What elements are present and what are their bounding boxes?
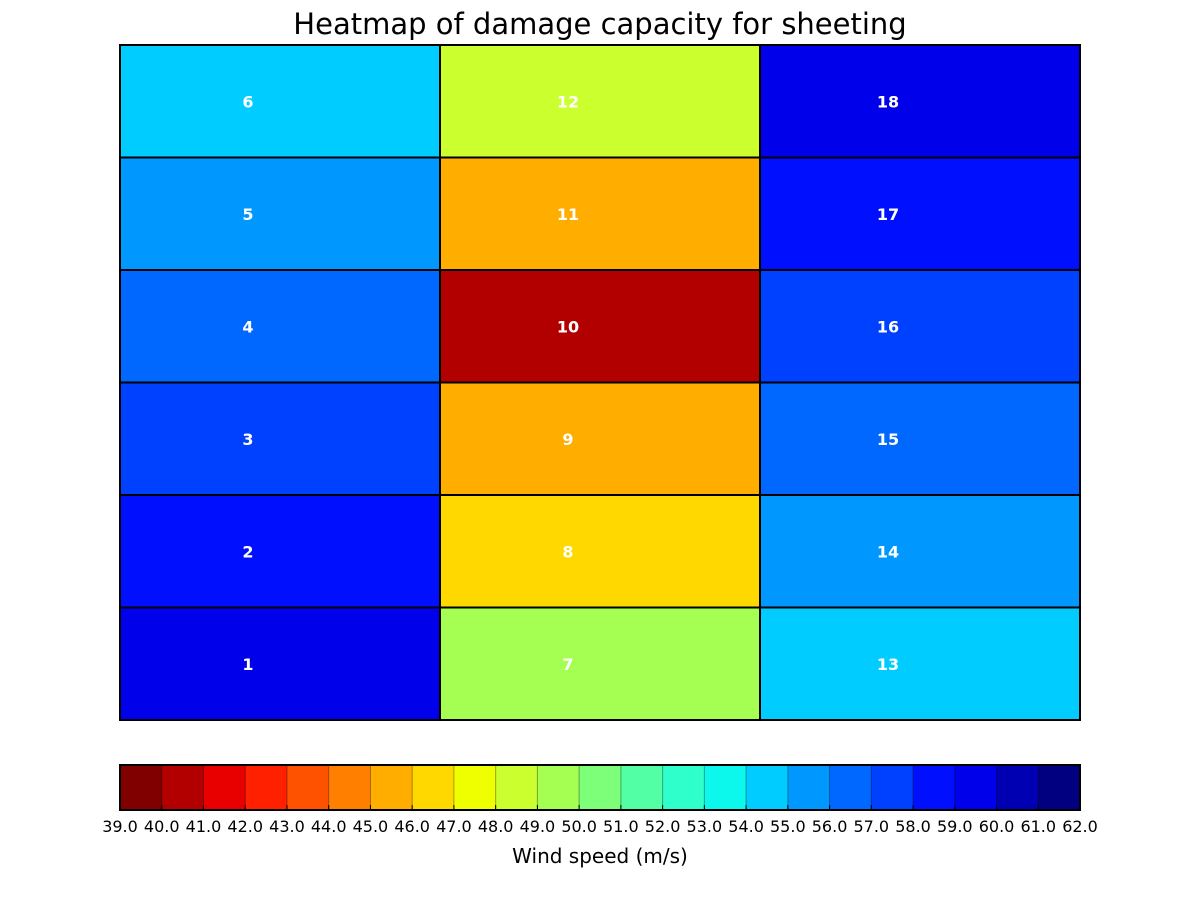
cell-label-11: 11 xyxy=(557,205,579,224)
heatmap-cell-3 xyxy=(119,381,441,496)
colorbar-segment-10 xyxy=(537,765,580,810)
colorbar-segment-11 xyxy=(579,765,622,810)
colorbar-tick-label-58.0: 58.0 xyxy=(895,817,931,836)
cell-label-4: 4 xyxy=(242,317,253,336)
cell-label-10: 10 xyxy=(557,317,579,336)
colorbar-segment-8 xyxy=(453,765,497,810)
colorbar-segment-1 xyxy=(161,765,204,810)
colorbar-segment-5 xyxy=(328,765,371,810)
colorbar-tick-label-56.0: 56.0 xyxy=(812,817,848,836)
colorbar-segment-9 xyxy=(495,765,538,810)
colorbar-segment-21 xyxy=(996,765,1039,810)
colorbar-segment-15 xyxy=(746,765,789,810)
cell-label-17: 17 xyxy=(877,205,899,224)
heatmap-cell-9 xyxy=(439,381,761,496)
heatmap-cell-1 xyxy=(119,606,441,721)
colorbar-segment-22 xyxy=(1038,765,1081,810)
colorbar: 39.0 40.0 41.0 42.0 43.0 44.0 45.0 46.0 47.0 48.0… xyxy=(102,764,1098,836)
heatmap-cell-17 xyxy=(759,156,1081,271)
cell-label-12: 12 xyxy=(557,92,579,111)
colorbar-tick-label-49.0: 49.0 xyxy=(520,817,556,836)
colorbar-tick-label-53.0: 53.0 xyxy=(687,817,723,836)
colorbar-segment-19 xyxy=(913,765,956,810)
cell-label-6: 6 xyxy=(242,92,253,111)
colorbar-segment-16 xyxy=(787,765,831,810)
colorbar-tick-label-46.0: 46.0 xyxy=(394,817,430,836)
heatmap-cell-11 xyxy=(439,156,761,271)
heatmap-cell-13 xyxy=(759,606,1081,721)
colorbar-tick-label-55.0: 55.0 xyxy=(770,817,806,836)
colorbar-segment-3 xyxy=(245,765,288,810)
colorbar-segment-12 xyxy=(620,765,664,810)
colorbar-segment-17 xyxy=(829,765,872,810)
colorbar-tick-label-57.0: 57.0 xyxy=(853,817,889,836)
cell-label-16: 16 xyxy=(877,317,899,336)
colorbar-label: Wind speed (m/s) xyxy=(512,844,688,868)
colorbar-segment-6 xyxy=(370,765,413,810)
cell-label-3: 3 xyxy=(242,430,253,449)
cell-label-13: 13 xyxy=(877,655,899,674)
colorbar-segment-14 xyxy=(704,765,747,810)
heatmap-cell-6 xyxy=(119,44,441,159)
colorbar-tick-label-47.0: 47.0 xyxy=(436,817,472,836)
cell-label-5: 5 xyxy=(242,205,253,224)
cell-label-9: 9 xyxy=(562,430,573,449)
colorbar-tick-label-44.0: 44.0 xyxy=(311,817,347,836)
heatmap-cell-15 xyxy=(759,381,1081,496)
colorbar-tick-label-42.0: 42.0 xyxy=(227,817,263,836)
colorbar-frame xyxy=(119,764,1081,811)
heatmap-cell-18 xyxy=(759,44,1081,159)
colorbar-tick-label-59.0: 59.0 xyxy=(937,817,973,836)
heatmap-cell-8 xyxy=(439,494,761,609)
colorbar-tick-label-60.0: 60.0 xyxy=(979,817,1015,836)
colorbar-tick-label-50.0: 50.0 xyxy=(561,817,597,836)
heatmap-cell-10 xyxy=(439,269,761,384)
colorbar-tick-label-41.0: 41.0 xyxy=(186,817,222,836)
colorbar-tick-label-51.0: 51.0 xyxy=(603,817,639,836)
colorbar-tick-label-45.0: 45.0 xyxy=(353,817,389,836)
colorbar-tick-label-62.0: 62.0 xyxy=(1062,817,1098,836)
chart-title: Heatmap of damage capacity for sheeting xyxy=(293,7,906,41)
colorbar-tick-label-48.0: 48.0 xyxy=(478,817,514,836)
colorbar-tick-label-40.0: 40.0 xyxy=(144,817,180,836)
colorbar-tick-label-43.0: 43.0 xyxy=(269,817,305,836)
colorbar-segment-0 xyxy=(120,765,163,810)
colorbar-segment-4 xyxy=(286,765,330,810)
cell-label-1: 1 xyxy=(242,655,253,674)
heatmap-cell-16 xyxy=(759,269,1081,384)
heatmap-cell-7 xyxy=(439,606,761,721)
plot-frame xyxy=(119,44,1081,721)
colorbar-tick-label-61.0: 61.0 xyxy=(1020,817,1056,836)
cell-label-7: 7 xyxy=(562,655,573,674)
colorbar-tick-label-39.0: 39.0 xyxy=(102,817,138,836)
colorbar-segment-13 xyxy=(662,765,705,810)
colorbar-tick-label-52.0: 52.0 xyxy=(645,817,681,836)
heatmap-cell-4 xyxy=(119,269,441,384)
heatmap-cell-14 xyxy=(759,494,1081,609)
heatmap-cell-12 xyxy=(439,44,761,159)
colorbar-segment-2 xyxy=(203,765,246,810)
cell-label-18: 18 xyxy=(877,92,899,111)
cell-label-15: 15 xyxy=(877,430,899,449)
colorbar-segment-7 xyxy=(412,765,455,810)
cell-label-14: 14 xyxy=(877,542,899,561)
colorbar-tick-label-54.0: 54.0 xyxy=(728,817,764,836)
heatmap-cell-2 xyxy=(119,494,441,609)
cell-label-8: 8 xyxy=(562,542,573,561)
heatmap-cell-5 xyxy=(119,156,441,271)
cell-label-2: 2 xyxy=(242,542,253,561)
colorbar-segment-20 xyxy=(954,765,998,810)
colorbar-segment-18 xyxy=(871,765,914,810)
